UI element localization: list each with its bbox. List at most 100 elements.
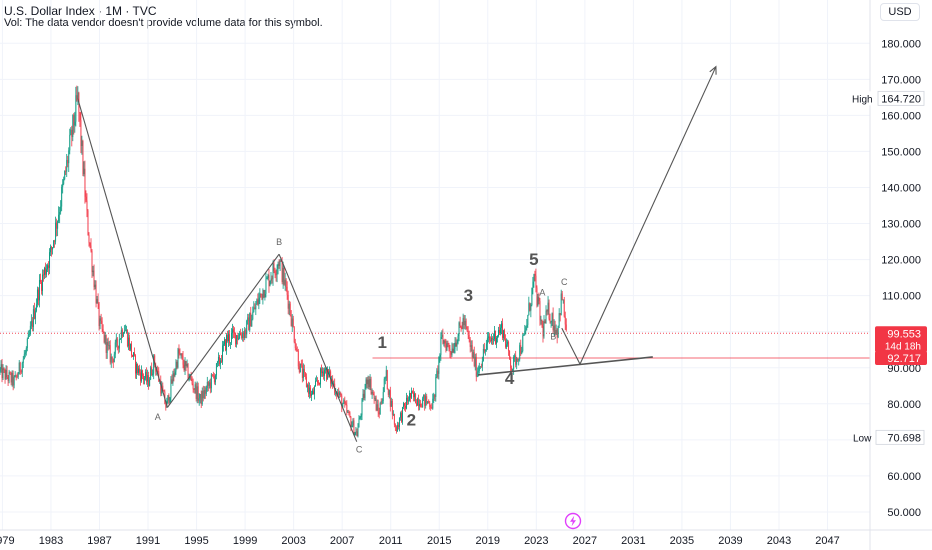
candle-body (240, 333, 242, 336)
candle-body (144, 378, 146, 380)
lightning-logo-icon[interactable] (564, 512, 582, 530)
candle-body (487, 336, 489, 338)
candle-body (37, 289, 39, 301)
candle-body (490, 337, 492, 341)
candle-body (266, 278, 268, 279)
candle-body (52, 247, 54, 250)
candle-body (89, 242, 91, 246)
currency-button[interactable]: USD (880, 3, 920, 21)
candle-body (502, 323, 503, 338)
high-badge-value: 164.720 (881, 93, 921, 105)
candle-body (90, 245, 92, 252)
candle-body (66, 159, 68, 172)
candle-body (182, 356, 184, 365)
candle-body (214, 375, 216, 383)
candle-body (31, 320, 33, 327)
candle-body (449, 348, 451, 352)
candle-body (368, 379, 370, 388)
candle-body (397, 425, 399, 427)
candle-body (201, 391, 203, 404)
candle-body (534, 273, 536, 276)
candles (0, 85, 567, 438)
x-tick-label: 2043 (767, 535, 791, 547)
candle-body (412, 391, 414, 393)
x-tick-label: 1999 (233, 535, 257, 547)
candle-body (93, 270, 95, 288)
candle-body (390, 401, 392, 407)
support-badge-value: 92.717 (887, 353, 921, 365)
candle-body (219, 360, 221, 365)
candle-body (224, 339, 225, 345)
candle-body (145, 372, 147, 379)
candle-body (9, 372, 11, 374)
x-tick-label: 2023 (524, 535, 548, 547)
chart-header-title: U.S. Dollar Index · 1M · TVC (4, 4, 157, 18)
candle-body (258, 297, 260, 305)
candle-body (234, 332, 236, 333)
candle-body (285, 279, 287, 287)
candle-body (113, 354, 115, 363)
candle-body (71, 129, 73, 137)
candle-body (272, 263, 274, 279)
candle-body (308, 387, 310, 394)
candle-body (381, 401, 383, 404)
candle-body (456, 343, 458, 347)
candle-body (213, 376, 215, 383)
candle-body (337, 392, 339, 396)
candle-body (342, 403, 344, 408)
candle-body (385, 370, 387, 378)
candle-body (98, 303, 100, 327)
candle-body (19, 362, 21, 372)
candle-body (469, 339, 471, 347)
candle-body (414, 393, 416, 398)
candle-body (425, 396, 427, 406)
candle-body (244, 330, 246, 339)
candle-body (478, 367, 480, 371)
candle-body (554, 325, 556, 334)
candle-body (362, 393, 364, 400)
candle-body (217, 356, 219, 362)
candle-body (375, 397, 377, 411)
time-axis[interactable]: 1979 1983 1987 1991 1995 1999 2003 2007 2011 2015… (0, 529, 932, 547)
candle-body (12, 372, 14, 386)
wave-labels: 1 2 3 4 5 A B C A B C (155, 237, 568, 454)
candle-body (153, 355, 155, 374)
candle-body (328, 369, 330, 375)
x-tick-label: 2035 (670, 535, 694, 547)
candle-body (313, 390, 314, 395)
candle-body (503, 330, 505, 338)
candle-body (485, 343, 487, 350)
y-tick-label: 140.000 (881, 182, 921, 194)
candle-body (82, 141, 84, 175)
candle-body (498, 329, 499, 336)
candle-body (128, 337, 130, 350)
candle-body (510, 358, 512, 369)
candle-body (26, 338, 28, 349)
x-tick-label: 2011 (379, 535, 403, 547)
price-axis[interactable]: 50.00060.00070.00080.00090.000100.000110… (869, 0, 921, 550)
candle-body (377, 404, 379, 413)
low-badge: Low 70.698 (853, 429, 925, 445)
candle-body (297, 350, 299, 367)
candle-body (465, 320, 467, 327)
high-badge-label: High (852, 94, 873, 105)
candle-body (314, 386, 315, 395)
candle-body (523, 335, 525, 337)
candle-body (77, 92, 79, 99)
candle-body (34, 310, 36, 319)
candle-body (540, 320, 542, 321)
candle-body (283, 267, 285, 285)
candle-body (262, 289, 264, 300)
candle-body (273, 263, 275, 272)
candle-body (30, 320, 32, 326)
candle-body (294, 342, 296, 349)
candle-body (203, 390, 205, 399)
candle-body (79, 112, 81, 121)
candle-body (88, 234, 90, 243)
candle-body (403, 403, 404, 407)
candle-body (420, 403, 422, 407)
candle-body (366, 379, 368, 385)
candle-body (305, 376, 307, 388)
